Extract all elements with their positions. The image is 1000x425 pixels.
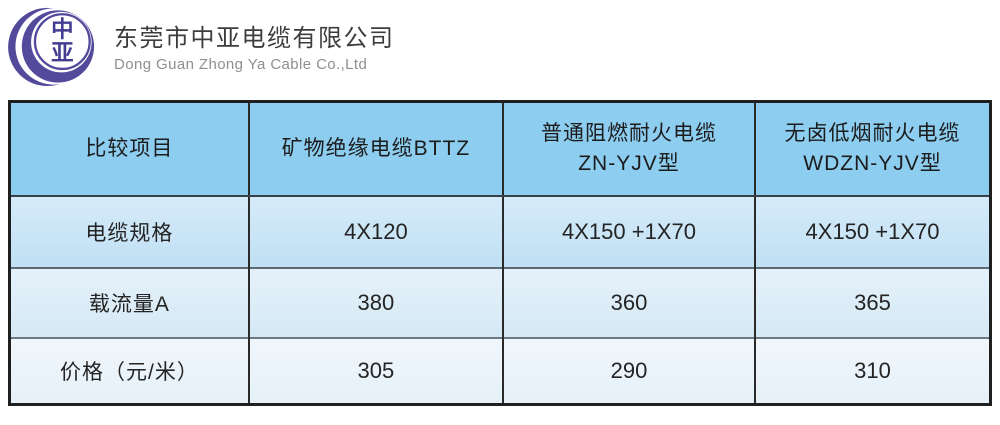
brand-header: 中 亚 东莞市中亚电缆有限公司 Dong Guan Zhong Ya Cable… <box>8 4 395 88</box>
table-row-spec: 电缆规格 4X120 4X150 +1X70 4X150 +1X70 <box>8 196 992 268</box>
cell-ampacity-zn-yjv: 360 <box>501 267 757 338</box>
table-row-price: 价格（元/米） 305 290 310 <box>8 337 992 405</box>
cell-spec-zn-yjv: 4X150 +1X70 <box>501 196 757 268</box>
header-text: 比较项目 <box>85 136 174 160</box>
table-header-row: 比较项目 矿物绝缘电缆BTTZ 普通阻燃耐火电缆 ZN-YJV型 无卤低烟耐火电… <box>8 101 992 197</box>
logo-char-top: 中 <box>51 17 73 42</box>
header-cell-compare-item: 比较项目 <box>8 101 250 197</box>
company-name-en: Dong Guan Zhong Ya Cable Co.,Ltd <box>114 56 368 74</box>
cell-ampacity-bttz: 380 <box>247 267 504 338</box>
comparison-table: 比较项目 矿物绝缘电缆BTTZ 普通阻燃耐火电缆 ZN-YJV型 无卤低烟耐火电… <box>8 100 992 406</box>
header-text: WDZN-YJV型 <box>803 152 942 175</box>
cell-price-bttz: 305 <box>247 337 504 405</box>
cell-price-wdzn-yjv: 310 <box>754 337 992 405</box>
row-label-spec: 电缆规格 <box>8 196 250 268</box>
logo-char-bottom: 亚 <box>51 41 73 66</box>
header-text: 无卤低烟耐火电缆 <box>784 121 961 145</box>
row-label-ampacity: 载流量A <box>8 267 250 338</box>
header-cell-wdzn-yjv: 无卤低烟耐火电缆 WDZN-YJV型 <box>754 101 992 197</box>
cell-spec-wdzn-yjv: 4X150 +1X70 <box>754 196 992 268</box>
row-label-price: 价格（元/米） <box>8 337 250 405</box>
cell-ampacity-wdzn-yjv: 365 <box>754 267 992 338</box>
header-text: 矿物绝缘电缆BTTZ <box>281 136 471 160</box>
company-name-cn: 东莞市中亚电缆有限公司 <box>114 24 395 52</box>
header-cell-zn-yjv: 普通阻燃耐火电缆 ZN-YJV型 <box>501 101 757 197</box>
header-text: ZN-YJV型 <box>578 152 680 175</box>
cell-price-zn-yjv: 290 <box>501 337 757 405</box>
header-cell-bttz: 矿物绝缘电缆BTTZ <box>247 101 504 197</box>
company-logo-icon: 中 亚 <box>8 7 95 87</box>
company-name-block: 东莞市中亚电缆有限公司 Dong Guan Zhong Ya Cable Co.… <box>114 19 395 74</box>
table-row-ampacity: 载流量A 380 360 365 <box>8 267 992 338</box>
cell-spec-bttz: 4X120 <box>247 196 504 268</box>
header-text: 普通阻燃耐火电缆 <box>540 121 717 145</box>
